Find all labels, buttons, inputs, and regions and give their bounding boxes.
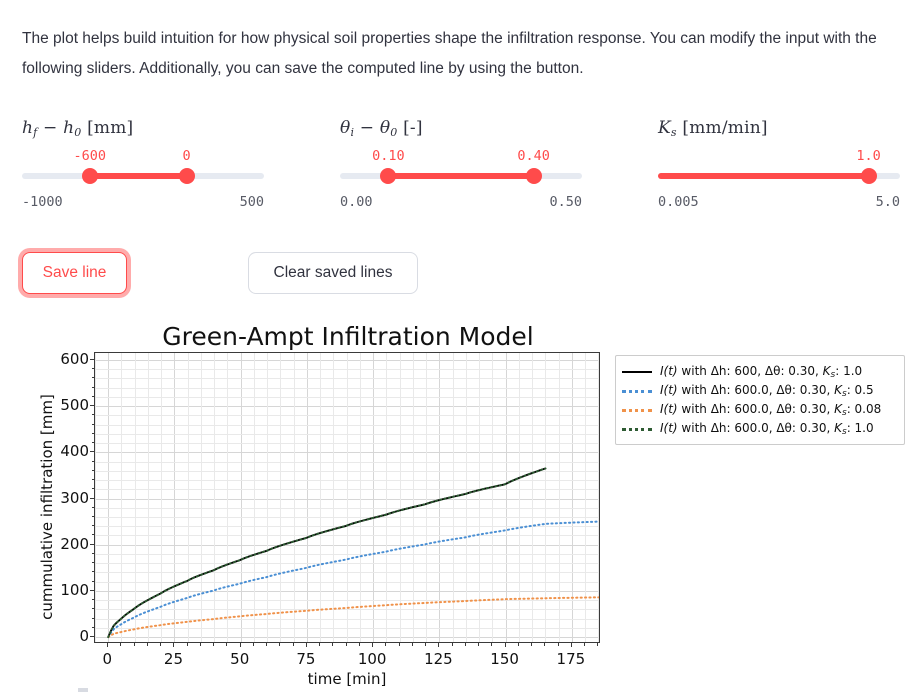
y-tick-label: 300 — [60, 488, 89, 507]
y-axis-title: cummulative infiltration [mm] — [38, 394, 56, 620]
slider-min-label: 0.005 — [658, 194, 699, 210]
legend-item: I(t) with Δh: 600, Δθ: 0.30, Ks: 1.0 — [622, 362, 898, 381]
slider-fill — [89, 173, 187, 179]
x-tick-label: 150 — [490, 650, 519, 668]
legend-label: I(t) with Δh: 600.0, Δθ: 0.30, Ks: 0.5 — [660, 382, 874, 399]
x-tick-label: 25 — [163, 650, 184, 668]
legend-label: I(t) with Δh: 600.0, Δθ: 0.30, Ks: 1.0 — [660, 420, 874, 437]
x-tick-label: 100 — [357, 650, 387, 668]
slider-thumb-high[interactable] — [525, 168, 542, 184]
slider-thumb-high[interactable] — [178, 168, 195, 184]
slider-values-head-difference: -600 0 — [22, 148, 264, 168]
legend-item: I(t) with Δh: 600.0, Δθ: 0.30, Ks: 1.0 — [622, 419, 898, 438]
slider-track-hydraulic-conductivity[interactable] — [658, 168, 900, 184]
save-line-button[interactable]: Save line — [22, 252, 127, 294]
slider-moisture-deficit[interactable]: θi − θ0 [-] 0.10 0.40 0.00 0.50 — [340, 118, 582, 228]
slider-value-high: 0 — [182, 148, 191, 164]
chart-title: Green-Ampt Infiltration Model — [162, 322, 534, 351]
legend-label: I(t) with Δh: 600, Δθ: 0.30, Ks: 1.0 — [660, 363, 863, 380]
y-tick-label: 200 — [60, 534, 89, 553]
clear-saved-lines-button[interactable]: Clear saved lines — [248, 252, 418, 294]
x-axis-title: time [min] — [307, 670, 387, 688]
chart-legend: I(t) with Δh: 600, Δθ: 0.30, Ks: 1.0 I(t)… — [615, 355, 905, 445]
legend-item: I(t) with Δh: 600.0, Δθ: 0.30, Ks: 0.5 — [622, 381, 898, 400]
slider-min-label: -1000 — [22, 194, 63, 210]
legend-line-icon — [622, 404, 652, 416]
slider-fill — [658, 173, 869, 179]
y-tick-label: 500 — [60, 396, 89, 415]
slider-max-label: 500 — [239, 194, 264, 210]
curve-1 — [107, 467, 547, 639]
slider-track-head-difference[interactable] — [22, 168, 264, 184]
slider-min-label: 0.00 — [340, 194, 373, 210]
slider-row: hf − h0 [mm] -600 0 -1000 500 θi − θ0 [-… — [0, 118, 917, 228]
button-row: Save line Clear saved lines — [0, 246, 917, 306]
slider-hydraulic-conductivity[interactable]: Ks [mm/min] 1.0 0.005 5.0 — [658, 118, 900, 228]
legend-line-icon — [622, 385, 652, 397]
curve-1 — [107, 467, 547, 639]
slider-values-moisture-deficit: 0.10 0.40 — [340, 148, 582, 168]
slider-value-low: 0.10 — [372, 148, 405, 164]
slider-label-moisture-deficit: θi − θ0 [-] — [340, 118, 423, 139]
slider-value-low: -600 — [73, 148, 107, 164]
slider-fill — [388, 173, 534, 179]
slider-label-head-difference: hf − h0 [mm] — [22, 118, 134, 139]
slider-thumb-low[interactable] — [380, 168, 397, 184]
slider-thumb-low[interactable] — [81, 168, 98, 184]
y-tick-label: 0 — [79, 627, 89, 646]
x-tick-label: 125 — [424, 650, 453, 668]
cut-off-widget — [78, 688, 88, 692]
slider-thumb-high[interactable] — [860, 168, 877, 184]
slider-max-label: 0.50 — [549, 194, 582, 210]
legend-item: I(t) with Δh: 600.0, Δθ: 0.30, Ks: 0.08 — [622, 400, 898, 419]
slider-values-hydraulic-conductivity: 1.0 — [658, 148, 900, 168]
curve-0.5 — [107, 520, 599, 639]
curve-0.08 — [107, 596, 599, 639]
y-tick-label: 400 — [60, 442, 89, 461]
legend-line-icon — [622, 366, 652, 378]
plot-area — [94, 352, 600, 643]
x-tick-label: 0 — [102, 650, 113, 668]
x-tick-label: 75 — [296, 650, 316, 668]
slider-bounds-head-difference: -1000 500 — [22, 194, 264, 210]
chart-figure: Green-Ampt Infiltration Model 0 25 50 75 100… — [0, 312, 917, 692]
slider-bounds-hydraulic-conductivity: 0.005 5.0 — [658, 194, 900, 210]
slider-value-high: 1.0 — [856, 148, 881, 164]
curve-layer — [107, 467, 599, 639]
x-tick-label: 175 — [556, 650, 586, 668]
slider-bounds-moisture-deficit: 0.00 0.50 — [340, 194, 582, 210]
slider-track-moisture-deficit[interactable] — [340, 168, 582, 184]
legend-label: I(t) with Δh: 600.0, Δθ: 0.30, Ks: 0.08 — [660, 401, 882, 418]
y-tick-label: 100 — [60, 580, 89, 599]
legend-line-icon — [622, 423, 652, 435]
slider-label-hydraulic-conductivity: Ks [mm/min] — [658, 118, 768, 139]
slider-max-label: 5.0 — [875, 194, 900, 210]
slider-value-high: 0.40 — [517, 148, 550, 164]
y-tick-label: 600 — [60, 349, 89, 368]
x-tick-label: 50 — [230, 650, 250, 668]
slider-head-difference[interactable]: hf − h0 [mm] -600 0 -1000 500 — [22, 118, 264, 228]
intro-paragraph: The plot helps build intuition for how p… — [22, 29, 877, 77]
